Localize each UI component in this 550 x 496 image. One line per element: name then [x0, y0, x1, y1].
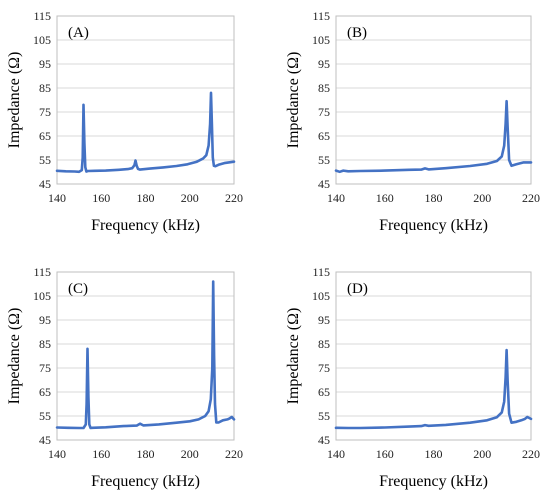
- chart-panel-2: 45 55 65 75 85 95 105 115 140 160 180 200 220 (B) Freq…: [285, 9, 540, 234]
- x-tick-label: 160: [92, 447, 110, 461]
- panel-label: (A): [68, 25, 89, 41]
- x-tick-label: 220: [522, 447, 540, 461]
- x-tick-label: 200: [473, 447, 491, 461]
- y-axis-title: Impedance (Ω): [285, 52, 302, 149]
- chart-panel-3: 45 55 65 75 85 95 105 115 140 160 180 200 220 (C) Freq…: [6, 265, 243, 490]
- y-tick-label: 95: [318, 57, 330, 71]
- y-tick-label: 75: [39, 361, 51, 375]
- y-tick-label: 85: [318, 81, 330, 95]
- x-tick-label: 140: [327, 447, 345, 461]
- impedance-series-line: [334, 99, 533, 174]
- y-tick-label: 85: [39, 337, 51, 351]
- x-tick-label: 220: [522, 191, 540, 205]
- y-tick-label: 105: [33, 289, 51, 303]
- x-axis-title: Frequency (kHz): [379, 217, 488, 234]
- x-tick-label: 140: [48, 191, 66, 205]
- x-tick-label: 160: [376, 191, 394, 205]
- plot-area-frame: [335, 15, 532, 185]
- y-tick-label: 95: [39, 313, 51, 327]
- y-tick-label: 45: [39, 177, 51, 191]
- x-tick-label: 220: [225, 447, 243, 461]
- y-tick-label: 55: [318, 153, 330, 167]
- x-tick-label: 140: [327, 191, 345, 205]
- y-tick-label: 65: [318, 129, 330, 143]
- y-tick-label: 55: [39, 153, 51, 167]
- plot-area-frame: [335, 271, 532, 441]
- y-tick-label: 45: [39, 433, 51, 447]
- y-tick-label: 75: [39, 105, 51, 119]
- x-tick-label: 160: [376, 447, 394, 461]
- y-axis-title: Impedance (Ω): [6, 52, 23, 149]
- x-tick-label: 200: [181, 447, 199, 461]
- x-tick-label: 180: [137, 447, 155, 461]
- y-tick-label: 45: [318, 177, 330, 191]
- impedance-series-line: [55, 280, 236, 430]
- y-tick-label: 115: [33, 9, 51, 23]
- y-tick-label: 85: [39, 81, 51, 95]
- y-tick-label: 65: [39, 129, 51, 143]
- panel-label: (B): [347, 25, 367, 41]
- y-tick-label: 75: [318, 105, 330, 119]
- y-tick-label: 55: [318, 409, 330, 423]
- impedance-series-line: [55, 91, 236, 174]
- x-tick-label: 200: [473, 191, 491, 205]
- x-tick-label: 160: [92, 191, 110, 205]
- x-tick-label: 180: [137, 191, 155, 205]
- y-tick-label: 65: [318, 385, 330, 399]
- x-tick-label: 180: [425, 447, 443, 461]
- plot-area-frame: [56, 271, 235, 441]
- plot-area-frame: [56, 15, 235, 185]
- impedance-series-line: [334, 348, 533, 430]
- y-tick-label: 115: [312, 265, 330, 279]
- x-tick-label: 140: [48, 447, 66, 461]
- y-tick-label: 85: [318, 337, 330, 351]
- y-tick-label: 55: [39, 409, 51, 423]
- y-axis-title: Impedance (Ω): [285, 308, 302, 405]
- y-tick-label: 65: [39, 385, 51, 399]
- x-axis-title: Frequency (kHz): [379, 473, 488, 490]
- y-tick-label: 95: [318, 313, 330, 327]
- chart-panel-4: 45 55 65 75 85 95 105 115 140 160 180 200 220 (D) Freq…: [285, 265, 540, 490]
- x-axis-title: Frequency (kHz): [91, 473, 200, 490]
- panel-label: (C): [68, 281, 88, 297]
- y-tick-label: 105: [312, 33, 330, 47]
- x-tick-label: 200: [181, 191, 199, 205]
- x-tick-label: 180: [425, 191, 443, 205]
- y-tick-label: 115: [312, 9, 330, 23]
- panel-label: (D): [347, 281, 368, 297]
- y-tick-label: 45: [318, 433, 330, 447]
- x-tick-label: 220: [225, 191, 243, 205]
- y-tick-label: 105: [33, 33, 51, 47]
- y-tick-label: 95: [39, 57, 51, 71]
- y-tick-label: 75: [318, 361, 330, 375]
- y-tick-label: 105: [312, 289, 330, 303]
- y-tick-label: 115: [33, 265, 51, 279]
- y-axis-title: Impedance (Ω): [6, 308, 23, 405]
- chart-panel-1: 45 55 65 75 85 95 105 115 140 160 180 200 220 (A) Freq…: [6, 9, 243, 234]
- x-axis-title: Frequency (kHz): [91, 217, 200, 234]
